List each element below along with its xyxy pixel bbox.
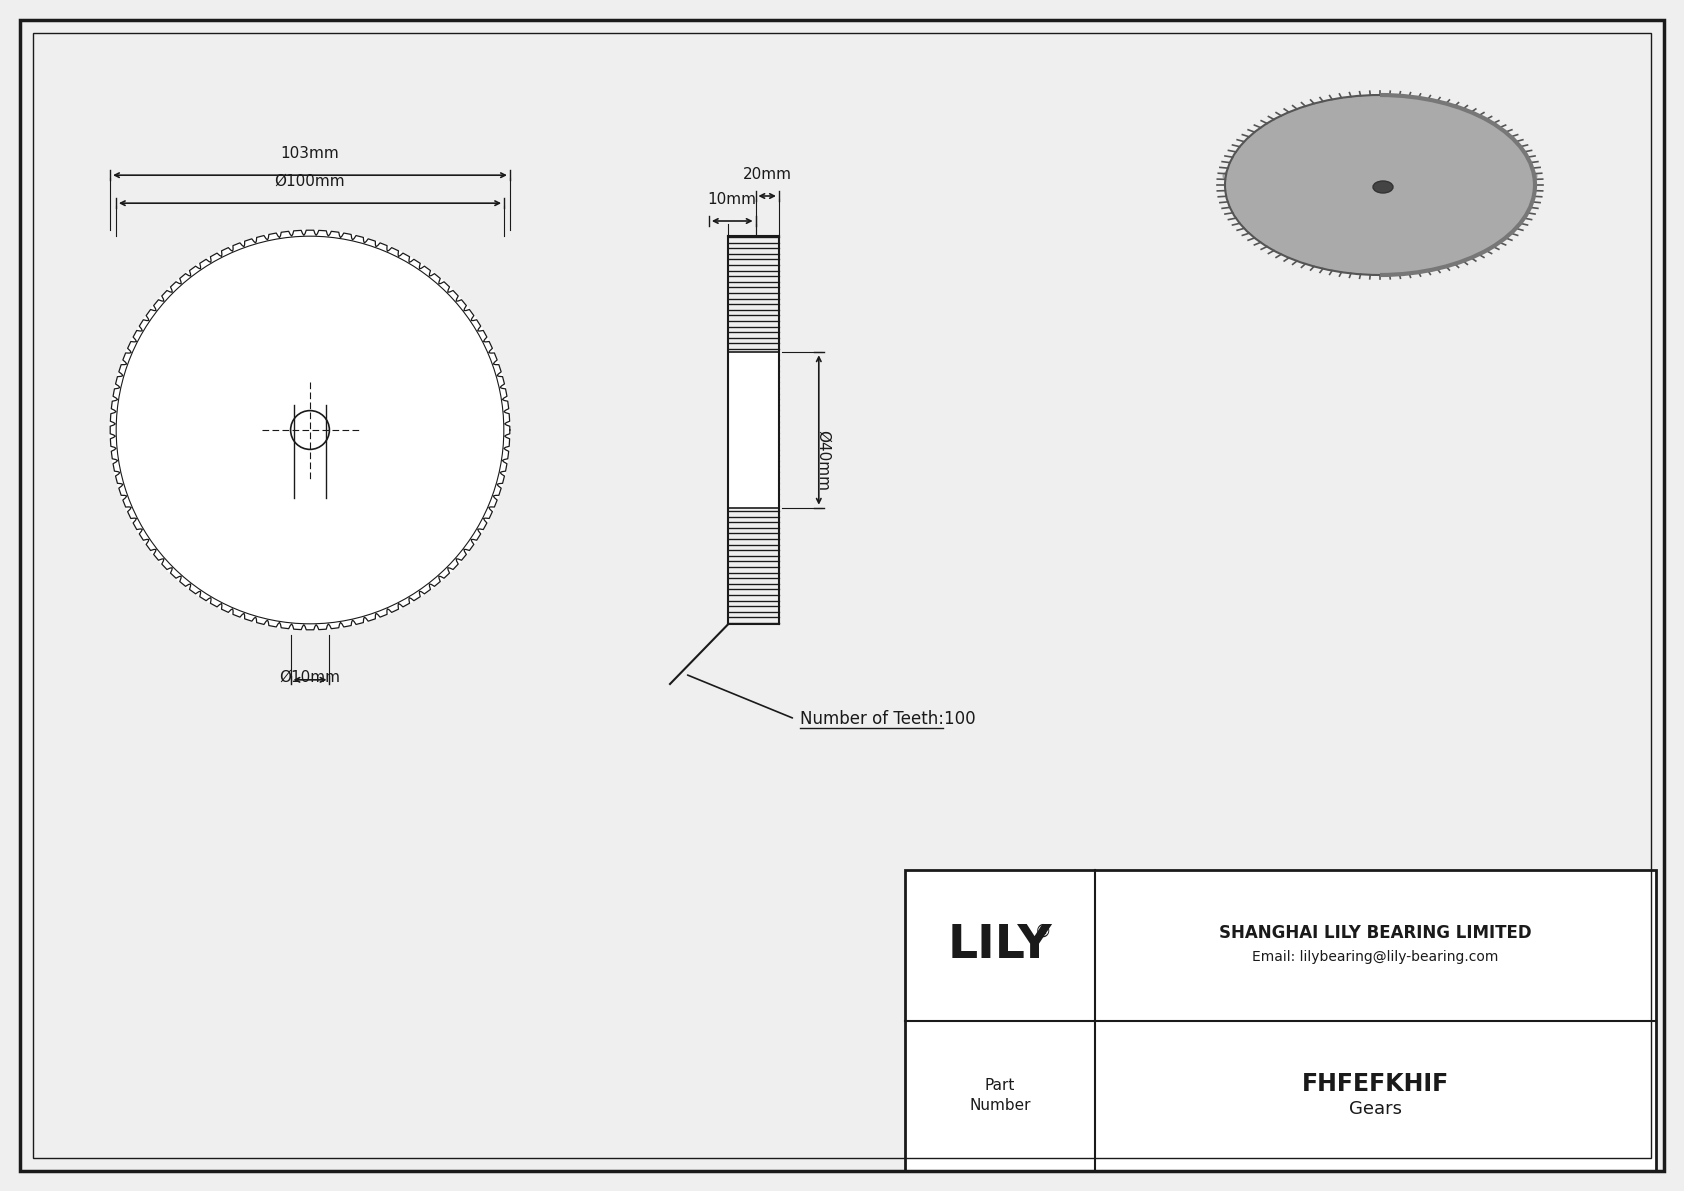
Text: 10mm: 10mm — [707, 192, 756, 207]
Text: Gears: Gears — [1349, 1099, 1403, 1117]
Text: Number: Number — [970, 1098, 1031, 1114]
Text: Ø40mm: Ø40mm — [815, 430, 830, 491]
Circle shape — [109, 230, 510, 630]
Text: Part: Part — [985, 1078, 1015, 1093]
Text: 103mm: 103mm — [281, 146, 340, 161]
Text: Email: lilybearing@lily-bearing.com: Email: lilybearing@lily-bearing.com — [1253, 950, 1499, 965]
Circle shape — [116, 236, 504, 624]
Bar — [293, 405, 327, 498]
Bar — [904, 869, 1655, 1171]
Ellipse shape — [1372, 181, 1393, 193]
Circle shape — [291, 411, 330, 449]
Text: SHANGHAI LILY BEARING LIMITED: SHANGHAI LILY BEARING LIMITED — [1219, 924, 1532, 942]
Text: FHFEFKHIF: FHFEFKHIF — [1302, 1072, 1450, 1096]
Ellipse shape — [1224, 95, 1536, 275]
Text: ®: ® — [1034, 922, 1051, 940]
Text: LILY: LILY — [948, 923, 1052, 968]
Text: Ø100mm: Ø100mm — [274, 174, 345, 189]
Text: Number of Teeth:100: Number of Teeth:100 — [800, 710, 975, 728]
Text: 20mm: 20mm — [743, 167, 791, 182]
Text: Ø10mm: Ø10mm — [280, 669, 340, 685]
Ellipse shape — [1223, 156, 1537, 197]
Bar — [729, 353, 778, 507]
